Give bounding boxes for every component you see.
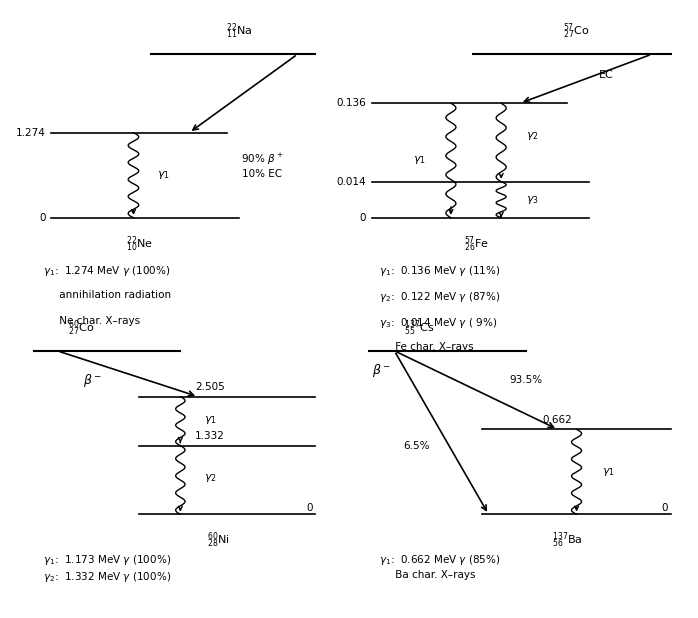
Text: 0: 0 (39, 213, 45, 222)
Text: 0.014: 0.014 (336, 177, 366, 187)
Text: $\gamma_1$:  1.173 MeV $\gamma$ (100%): $\gamma_1$: 1.173 MeV $\gamma$ (100%) (43, 553, 171, 567)
Text: $\gamma_1$: $\gamma_1$ (602, 466, 614, 478)
Text: 0: 0 (306, 503, 313, 513)
Text: $^{60}_{28}$Ni: $^{60}_{28}$Ni (207, 531, 230, 551)
Text: $^{22}_{11}$Na: $^{22}_{11}$Na (225, 22, 252, 41)
Text: $\gamma_2$:  0.122 MeV $\gamma$ (87%): $\gamma_2$: 0.122 MeV $\gamma$ (87%) (378, 290, 500, 304)
Text: EC: EC (598, 70, 614, 80)
Text: $\gamma_1$: $\gamma_1$ (413, 154, 426, 166)
Text: 2.505: 2.505 (195, 382, 225, 392)
Text: $\gamma_1$:  0.136 MeV $\gamma$ (11%): $\gamma_1$: 0.136 MeV $\gamma$ (11%) (378, 265, 500, 278)
Text: 6.5%: 6.5% (403, 441, 429, 451)
Text: $^{60}_{27}$Co: $^{60}_{27}$Co (68, 318, 94, 337)
Text: annihilation radiation: annihilation radiation (43, 290, 171, 300)
Text: $\gamma_3$:  0.014 MeV $\gamma$ ( 9%): $\gamma_3$: 0.014 MeV $\gamma$ ( 9%) (378, 316, 497, 330)
Text: $\gamma_1$: $\gamma_1$ (204, 413, 216, 426)
Text: $\beta^-$: $\beta^-$ (372, 362, 392, 379)
Text: 1.274: 1.274 (15, 128, 45, 138)
Text: 0: 0 (359, 213, 366, 222)
Text: $\gamma_3$: $\gamma_3$ (526, 194, 539, 206)
Text: $\gamma_1$:  0.662 MeV $\gamma$ (85%): $\gamma_1$: 0.662 MeV $\gamma$ (85%) (378, 553, 500, 567)
Text: $^{137}_{55}$Cs: $^{137}_{55}$Cs (404, 318, 435, 337)
Text: Ba char. X–rays: Ba char. X–rays (378, 570, 475, 580)
Text: $^{22}_{10}$Ne: $^{22}_{10}$Ne (126, 234, 153, 254)
Text: $\gamma_1$:  1.274 MeV $\gamma$ (100%): $\gamma_1$: 1.274 MeV $\gamma$ (100%) (43, 265, 170, 278)
Text: $^{137}_{56}$Ba: $^{137}_{56}$Ba (551, 531, 583, 551)
Text: $\beta^-$: $\beta^-$ (83, 372, 102, 389)
Text: Fe char. X–rays: Fe char. X–rays (378, 342, 473, 352)
Text: Ne char. X–rays: Ne char. X–rays (43, 316, 140, 326)
Text: 0: 0 (661, 503, 668, 513)
Text: $\gamma_1$: $\gamma_1$ (157, 169, 170, 181)
Text: $^{57}_{27}$Co: $^{57}_{27}$Co (563, 22, 590, 41)
Text: 90% $\beta^+$
10% EC: 90% $\beta^+$ 10% EC (242, 152, 283, 179)
Text: 0.136: 0.136 (336, 98, 366, 108)
Text: $\gamma_2$:  1.332 MeV $\gamma$ (100%): $\gamma_2$: 1.332 MeV $\gamma$ (100%) (43, 570, 171, 585)
Text: $\gamma_2$: $\gamma_2$ (204, 472, 216, 485)
Text: 1.332: 1.332 (195, 431, 225, 441)
Text: 0.662: 0.662 (543, 415, 572, 425)
Text: $^{57}_{26}$Fe: $^{57}_{26}$Fe (463, 234, 489, 254)
Text: 93.5%: 93.5% (510, 375, 543, 385)
Text: $\gamma_2$: $\gamma_2$ (526, 130, 539, 142)
